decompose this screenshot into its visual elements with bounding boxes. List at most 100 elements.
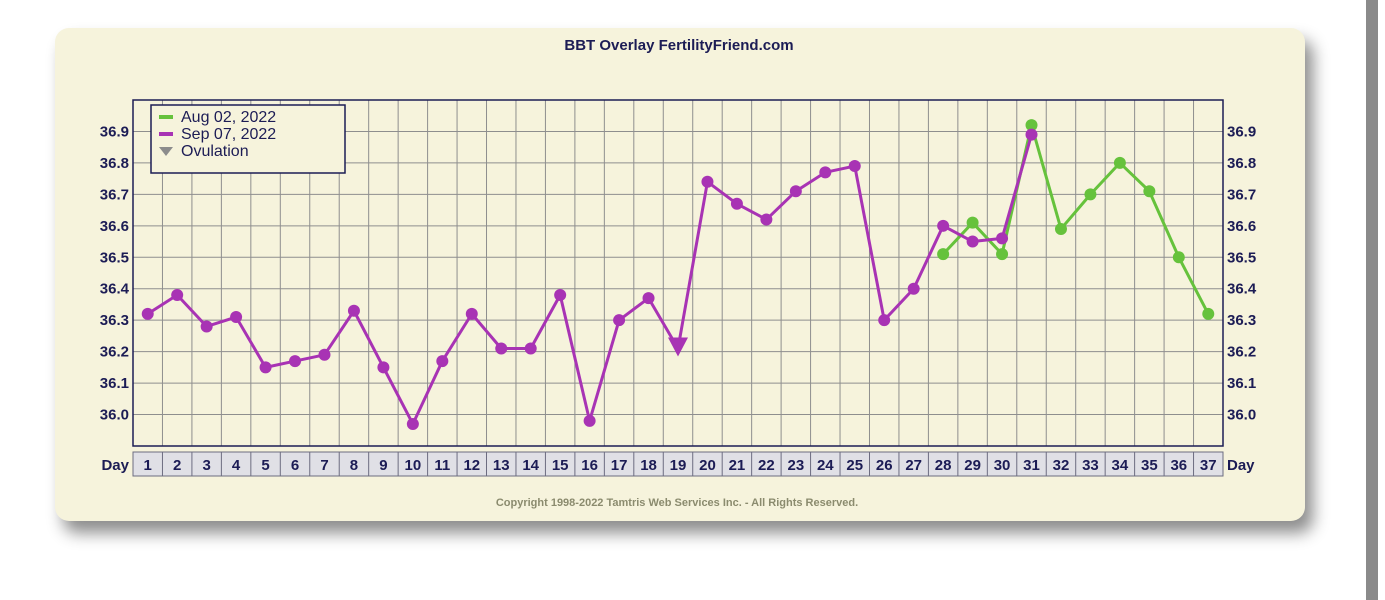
- y-tick-label-right: 36.0: [1227, 407, 1256, 424]
- x-axis: 1 2 3 4 5 6 7 8 9 10 11 12 13 14 15 16 17 18 19 20 21 22 23 24 2…: [101, 451, 1255, 477]
- x-tick-label: 11: [434, 457, 450, 474]
- data-point: [465, 307, 478, 320]
- legend-entry-ovulation: Ovulation: [181, 143, 249, 160]
- x-tick-label: 16: [581, 457, 598, 474]
- y-tick-label-left: 36.4: [100, 281, 130, 298]
- x-tick-label: 35: [1141, 457, 1158, 474]
- y-tick-label-right: 36.6: [1227, 218, 1256, 235]
- day-band: [132, 451, 1224, 477]
- data-point: [406, 417, 419, 430]
- y-tick-label-left: 36.3: [100, 312, 129, 329]
- x-tick-label: 19: [670, 457, 687, 474]
- y-tick-label-left: 36.5: [100, 249, 129, 266]
- y-tick-label-right: 36.9: [1227, 123, 1256, 140]
- plot-border: [132, 99, 1224, 447]
- data-point: [937, 219, 950, 232]
- y-tick-label-left: 36.8: [100, 155, 129, 172]
- data-point: [1054, 222, 1067, 235]
- x-tick-label: 33: [1082, 457, 1099, 474]
- data-point: [760, 213, 773, 226]
- data-point: [996, 232, 1009, 245]
- y-axis: 36.0 36.0 36.1 36.1 36.2 36.2 36.3 36.3 36.4 36.4…: [100, 123, 1257, 423]
- series-layer: [141, 119, 1215, 430]
- x-tick-label: 27: [905, 457, 922, 474]
- ovulation-marker: [668, 337, 688, 357]
- x-axis-label-right: Day: [1227, 457, 1255, 474]
- y-tick-label-right: 36.3: [1227, 312, 1256, 329]
- data-point: [819, 166, 832, 179]
- data-point: [1084, 188, 1097, 201]
- chart-title: BBT Overlay FertilityFriend.com: [564, 37, 793, 54]
- y-tick-label-right: 36.1: [1227, 375, 1256, 392]
- x-tick-label: 12: [463, 457, 480, 474]
- data-point: [377, 361, 390, 374]
- data-point: [259, 361, 272, 374]
- ovulation-legend-icon: [159, 147, 173, 156]
- data-point: [878, 314, 891, 327]
- series-line: [942, 123, 1210, 315]
- x-tick-label: 15: [552, 457, 569, 474]
- data-point: [907, 282, 920, 295]
- x-tick-label: 36: [1170, 457, 1187, 474]
- data-point: [495, 342, 508, 355]
- x-tick-label: 4: [232, 457, 241, 474]
- y-tick-label-left: 36.7: [100, 186, 129, 203]
- data-point: [848, 160, 861, 173]
- grid: [132, 99, 1224, 447]
- data-point: [1113, 156, 1126, 169]
- x-tick-label: 28: [935, 457, 952, 474]
- data-point: [583, 414, 596, 427]
- data-point: [347, 304, 360, 317]
- x-tick-label: 29: [964, 457, 981, 474]
- x-tick-label: 3: [202, 457, 210, 474]
- y-tick-label-left: 36.2: [100, 344, 129, 361]
- data-point: [701, 175, 714, 188]
- data-point: [996, 248, 1009, 261]
- legend-entry: Aug 02, 2022: [181, 109, 276, 126]
- data-point: [141, 307, 154, 320]
- x-tick-label: 18: [640, 457, 657, 474]
- x-tick-label: 5: [261, 457, 269, 474]
- data-point: [1025, 128, 1038, 141]
- x-tick-label: 20: [699, 457, 716, 474]
- x-tick-label: 23: [787, 457, 804, 474]
- x-tick-label: 32: [1053, 457, 1070, 474]
- y-tick-label-right: 36.7: [1227, 186, 1256, 203]
- data-point: [318, 348, 331, 361]
- data-point: [436, 355, 449, 368]
- data-point: [171, 289, 184, 302]
- series-1: [937, 119, 1215, 320]
- x-tick-label: 7: [320, 457, 328, 474]
- x-tick-label: 6: [291, 457, 299, 474]
- data-point: [1025, 119, 1038, 132]
- data-point: [200, 320, 213, 333]
- data-point: [937, 248, 950, 261]
- legend-entry: Sep 07, 2022: [181, 126, 276, 143]
- data-point: [789, 185, 802, 198]
- x-tick-label: 26: [876, 457, 893, 474]
- x-axis-label-left: Day: [101, 457, 129, 474]
- data-point: [613, 314, 626, 327]
- x-tick-label: 13: [493, 457, 510, 474]
- data-point: [730, 197, 743, 210]
- x-tick-label: 30: [994, 457, 1011, 474]
- x-tick-label: 24: [817, 457, 834, 474]
- y-tick-label-right: 36.2: [1227, 344, 1256, 361]
- scrollbar-thumb[interactable]: [1366, 0, 1378, 600]
- data-point: [1143, 185, 1156, 198]
- y-tick-label-right: 36.4: [1227, 281, 1257, 298]
- x-tick-label: 37: [1200, 457, 1217, 474]
- x-tick-label: 10: [405, 457, 422, 474]
- x-tick-label: 17: [611, 457, 628, 474]
- x-tick-label: 1: [144, 457, 152, 474]
- x-tick-label: 25: [846, 457, 863, 474]
- series-2: [141, 128, 1038, 430]
- x-tick-label: 2: [173, 457, 181, 474]
- y-tick-label-right: 36.8: [1227, 155, 1256, 172]
- x-tick-label: 8: [350, 457, 358, 474]
- data-point: [1172, 251, 1185, 264]
- data-point: [966, 235, 979, 248]
